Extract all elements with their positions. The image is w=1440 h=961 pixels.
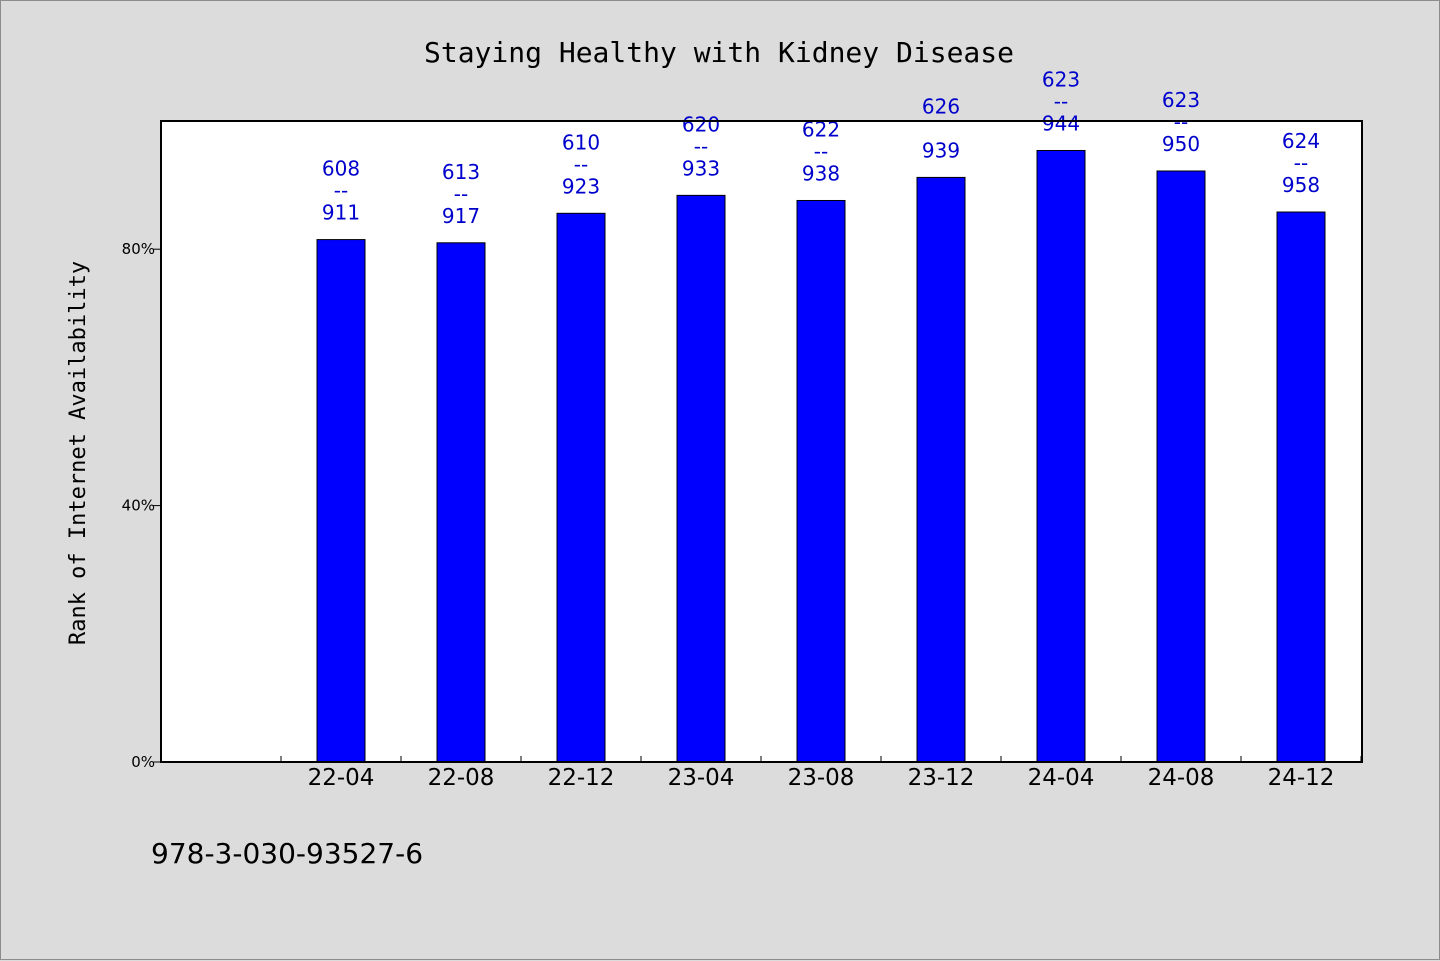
data-label: 911 (322, 201, 360, 225)
x-tick-label: 24-12 (1268, 765, 1335, 791)
data-label: 608 (322, 157, 360, 181)
data-label: 933 (682, 156, 720, 180)
x-tick-label: 22-12 (548, 765, 615, 791)
chart-title: Staying Healthy with Kidney Disease (424, 36, 1014, 69)
x-tick-label: 23-12 (908, 765, 975, 791)
x-tick-label: 22-08 (428, 765, 495, 791)
bar-22-12 (556, 212, 606, 763)
bar-24-04 (1036, 149, 1086, 763)
data-label: 613 (442, 160, 480, 184)
isbn-footer: 978-3-030-93527-6 (151, 837, 423, 870)
data-label: 923 (562, 174, 600, 198)
data-label: -- (694, 134, 708, 158)
bar-22-08 (436, 242, 486, 763)
bar-24-12 (1276, 211, 1326, 763)
bar-23-08 (796, 199, 846, 763)
data-label: -- (574, 152, 588, 176)
y-axis-label: Rank of Internet Availability (66, 261, 91, 645)
data-label: -- (814, 139, 828, 163)
data-label: 626 (922, 94, 960, 118)
bars-layer (316, 149, 1326, 763)
data-label: 950 (1162, 132, 1200, 156)
ticks-layer: 0% 40% 80% 22-04 22-08 22-12 23-04 23-08 23-12 24… (122, 240, 1362, 791)
data-label: 623 (1162, 88, 1200, 112)
x-tick-label: 23-08 (788, 765, 855, 791)
y-tick-label: 80% (122, 240, 155, 258)
data-label: -- (1054, 89, 1068, 113)
data-label: -- (334, 179, 348, 203)
data-label: -- (1294, 151, 1308, 175)
data-label: 944 (1042, 111, 1080, 135)
data-label: 938 (802, 161, 840, 185)
data-label: 917 (442, 204, 480, 228)
data-label: 958 (1282, 173, 1320, 197)
data-label: 620 (682, 112, 720, 136)
bar-22-04 (316, 239, 366, 763)
data-label: 939 (922, 138, 960, 162)
x-tick-label: 24-04 (1028, 765, 1095, 791)
x-tick-label: 22-04 (308, 765, 375, 791)
bar-24-08 (1156, 170, 1206, 763)
data-label: 610 (562, 130, 600, 154)
y-tick-label: 40% (122, 497, 155, 515)
data-label: 624 (1282, 129, 1320, 153)
data-labels-layer: 608--911613--917610--923620--933622--938… (322, 67, 1320, 227)
x-tick-label: 23-04 (668, 765, 735, 791)
bar-23-04 (676, 194, 726, 763)
y-tick-label: 0% (131, 753, 155, 771)
x-tick-label: 24-08 (1148, 765, 1215, 791)
data-label: -- (454, 182, 468, 206)
bar-23-12 (916, 176, 966, 763)
data-label: 623 (1042, 67, 1080, 91)
plot-border (160, 120, 1363, 763)
